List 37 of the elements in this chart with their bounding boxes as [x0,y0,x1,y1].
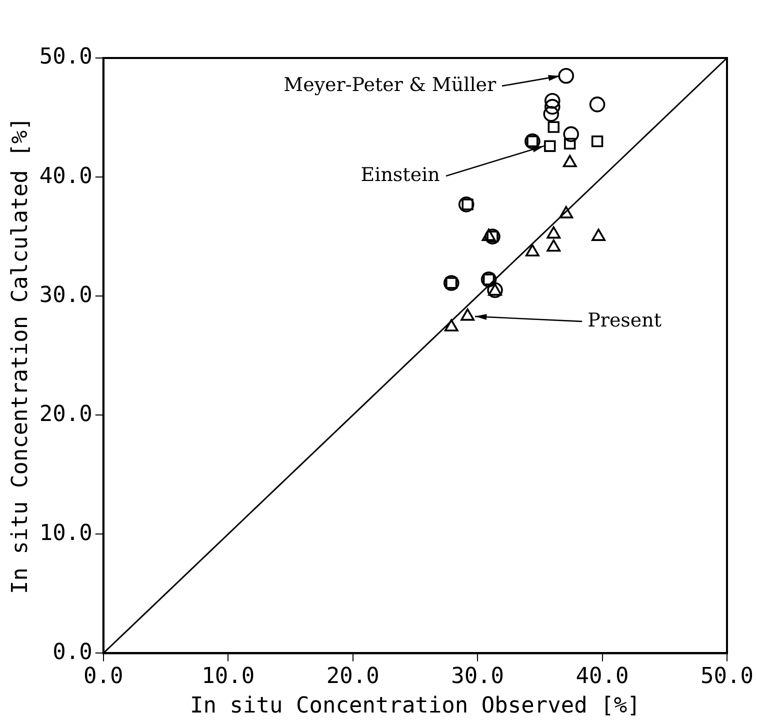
point [444,319,458,332]
y-tick-label: 20.0 [39,402,92,427]
x-tick-label: 30.0 [451,664,504,690]
point [589,96,606,112]
y-tick-label: 30.0 [39,282,92,308]
point [544,98,560,115]
y-tick-label: 0.0 [52,640,92,665]
y-tick-label: 50.0 [39,44,92,70]
point [543,106,560,122]
x-axis-title: In situ Concentration Observed [%] [190,694,640,719]
point [482,228,496,241]
point [564,138,576,150]
point [546,226,561,239]
y-tick-label: 10.0 [39,520,92,546]
point [548,121,560,133]
point [458,196,474,212]
point [558,68,574,84]
annotation: Einstein [360,164,440,186]
y-axis-title: In situ Concentration Calculated [%] [8,117,33,594]
point [559,206,574,218]
point [544,140,556,152]
point [544,92,560,109]
x-tick-label: 40.0 [576,664,629,690]
annotation: Meyer-Peter & Müller [284,74,498,96]
x-tick-label: 20.0 [326,664,380,690]
point [546,239,561,252]
x-tick-label: 10.0 [202,664,255,690]
annotation: Present [588,309,662,332]
point [592,228,606,241]
point [563,126,579,142]
point [591,135,604,148]
point [562,154,577,168]
point [460,308,475,321]
point [525,244,540,256]
y-tick-label: 40.0 [39,164,92,189]
x-tick-label: 0.0 [84,664,124,690]
x-tick-label: 50.0 [700,664,754,690]
